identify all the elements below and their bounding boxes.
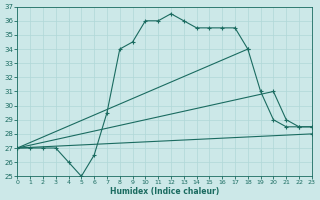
X-axis label: Humidex (Indice chaleur): Humidex (Indice chaleur) <box>110 187 219 196</box>
